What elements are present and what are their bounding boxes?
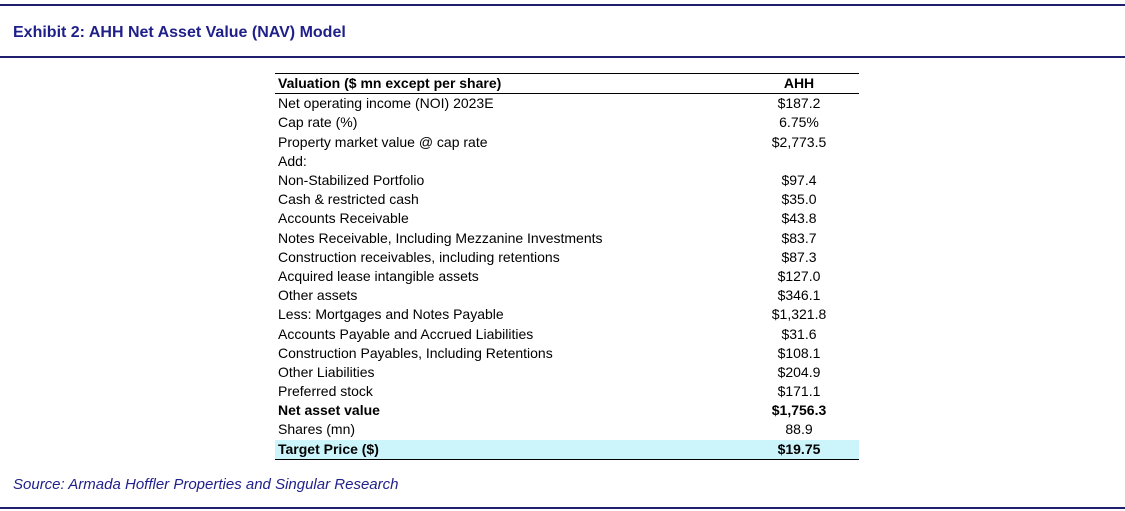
row-value: $346.1 bbox=[777, 287, 821, 304]
row-label: Cash & restricted cash bbox=[278, 191, 419, 208]
row-label: Preferred stock bbox=[278, 383, 373, 400]
row-value: $19.75 bbox=[739, 439, 859, 460]
row-value: $87.3 bbox=[781, 248, 817, 265]
row-value: 88.9 bbox=[785, 421, 813, 438]
row-cash: Cash & restricted cash $35.0 bbox=[275, 190, 859, 209]
row-label: Accounts Receivable bbox=[278, 210, 409, 227]
row-label: Construction receivables, including rete… bbox=[278, 248, 560, 265]
row-accounts-receivable: Accounts Receivable $43.8 bbox=[275, 209, 859, 228]
row-acquired-lease-intangibles: Acquired lease intangible assets $127.0 bbox=[275, 267, 859, 286]
row-label: Non-Stabilized Portfolio bbox=[278, 172, 425, 189]
row-label: Other Liabilities bbox=[278, 363, 375, 380]
top-rule bbox=[0, 4, 1125, 6]
header-valuation-label: Valuation ($ mn except per share) bbox=[275, 73, 739, 95]
source-note: Source: Armada Hoffler Properties and Si… bbox=[13, 476, 399, 493]
row-property-market-value: Property market value @ cap rate $2,773.… bbox=[275, 133, 859, 152]
row-value: $204.9 bbox=[777, 363, 821, 380]
row-other-assets: Other assets $346.1 bbox=[275, 286, 859, 305]
row-value: $108.1 bbox=[777, 344, 821, 361]
row-accounts-payable: Accounts Payable and Accrued Liabilities… bbox=[275, 324, 859, 343]
row-label: Other assets bbox=[278, 287, 358, 304]
header-ticker: AHH bbox=[739, 73, 859, 95]
row-target-price: Target Price ($) $19.75 bbox=[275, 439, 859, 460]
bottom-rule bbox=[0, 507, 1125, 509]
row-label: Accounts Payable and Accrued Liabilities bbox=[278, 325, 534, 342]
row-mortgages-notes-payable: Less: Mortgages and Notes Payable $1,321… bbox=[275, 305, 859, 324]
table-header-row: Valuation ($ mn except per share) AHH bbox=[275, 73, 859, 95]
row-construction-payables: Construction Payables, Including Retenti… bbox=[275, 344, 859, 363]
row-label: Cap rate (%) bbox=[278, 114, 358, 131]
row-value: $83.7 bbox=[781, 229, 817, 246]
row-net-asset-value: Net asset value $1,756.3 bbox=[275, 401, 859, 420]
row-label: Net operating income (NOI) 2023E bbox=[278, 95, 494, 112]
row-value: $31.6 bbox=[781, 325, 817, 342]
row-label: Less: Mortgages and Notes Payable bbox=[278, 306, 504, 323]
row-label: Notes Receivable, Including Mezzanine In… bbox=[278, 229, 603, 246]
row-label: Add: bbox=[278, 152, 307, 169]
row-label: Net asset value bbox=[278, 402, 380, 419]
row-shares: Shares (mn) 88.9 bbox=[275, 420, 859, 439]
exhibit-title: Exhibit 2: AHH Net Asset Value (NAV) Mod… bbox=[13, 24, 346, 41]
row-label: Construction Payables, Including Retenti… bbox=[278, 344, 553, 361]
row-label: Shares (mn) bbox=[278, 421, 356, 438]
row-value: 6.75% bbox=[779, 114, 819, 131]
nav-model-table: Valuation ($ mn except per share) AHH Ne… bbox=[275, 73, 859, 460]
row-value: $97.4 bbox=[781, 172, 817, 189]
row-cap-rate: Cap rate (%) 6.75% bbox=[275, 113, 859, 132]
row-value: $43.8 bbox=[781, 210, 817, 227]
row-label: Target Price ($) bbox=[275, 439, 739, 460]
row-noi: Net operating income (NOI) 2023E $187.2 bbox=[275, 94, 859, 114]
row-notes-receivable: Notes Receivable, Including Mezzanine In… bbox=[275, 229, 859, 248]
row-value: $1,321.8 bbox=[771, 306, 827, 323]
row-value: $187.2 bbox=[777, 95, 821, 112]
row-value: $127.0 bbox=[777, 267, 821, 284]
row-value bbox=[739, 152, 859, 171]
row-other-liabilities: Other Liabilities $204.9 bbox=[275, 363, 859, 382]
row-add: Add: bbox=[275, 152, 859, 171]
row-preferred-stock: Preferred stock $171.1 bbox=[275, 382, 859, 401]
row-value: $171.1 bbox=[777, 383, 821, 400]
row-non-stabilized-portfolio: Non-Stabilized Portfolio $97.4 bbox=[275, 171, 859, 190]
row-label: Acquired lease intangible assets bbox=[278, 267, 479, 284]
row-construction-receivables: Construction receivables, including rete… bbox=[275, 248, 859, 267]
row-value: $1,756.3 bbox=[771, 402, 827, 419]
row-value: $2,773.5 bbox=[771, 133, 827, 150]
title-divider bbox=[0, 56, 1125, 58]
row-value: $35.0 bbox=[781, 191, 817, 208]
row-label: Property market value @ cap rate bbox=[278, 133, 488, 150]
